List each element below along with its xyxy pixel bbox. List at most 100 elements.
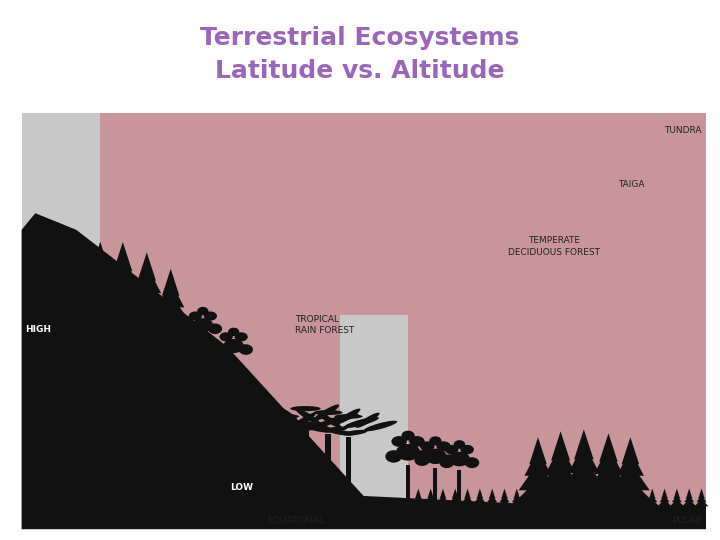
Ellipse shape bbox=[441, 454, 456, 466]
Polygon shape bbox=[561, 495, 571, 502]
Ellipse shape bbox=[189, 312, 202, 321]
Bar bbox=[516, 503, 518, 507]
Text: TROPICAL
RAIN FOREST: TROPICAL RAIN FOREST bbox=[295, 315, 355, 335]
Polygon shape bbox=[682, 499, 696, 507]
Polygon shape bbox=[638, 489, 642, 496]
Bar bbox=[292, 286, 456, 529]
Bar bbox=[701, 503, 702, 507]
Polygon shape bbox=[538, 492, 545, 498]
Bar bbox=[227, 217, 582, 529]
Polygon shape bbox=[510, 499, 524, 507]
Polygon shape bbox=[613, 489, 618, 496]
Ellipse shape bbox=[454, 440, 465, 449]
Bar bbox=[457, 470, 462, 507]
Bar bbox=[155, 161, 651, 529]
Ellipse shape bbox=[364, 421, 397, 431]
Text: Terrestrial Ecosystems: Terrestrial Ecosystems bbox=[200, 26, 520, 50]
Polygon shape bbox=[527, 489, 531, 496]
Bar bbox=[541, 503, 542, 507]
Polygon shape bbox=[695, 499, 708, 507]
Polygon shape bbox=[536, 495, 546, 502]
Polygon shape bbox=[569, 443, 599, 472]
Ellipse shape bbox=[254, 413, 278, 428]
Ellipse shape bbox=[409, 436, 425, 447]
Ellipse shape bbox=[322, 413, 359, 425]
Bar bbox=[201, 336, 204, 371]
Polygon shape bbox=[461, 499, 474, 507]
Polygon shape bbox=[22, 213, 706, 529]
Ellipse shape bbox=[277, 417, 312, 428]
Polygon shape bbox=[426, 495, 436, 502]
Bar bbox=[606, 495, 611, 507]
Ellipse shape bbox=[335, 414, 363, 419]
Ellipse shape bbox=[279, 430, 304, 436]
Polygon shape bbox=[81, 266, 119, 293]
Bar bbox=[144, 314, 149, 326]
Polygon shape bbox=[611, 463, 649, 490]
Bar bbox=[292, 286, 456, 529]
Ellipse shape bbox=[236, 421, 270, 431]
Bar bbox=[688, 503, 690, 507]
Polygon shape bbox=[699, 489, 703, 496]
Polygon shape bbox=[513, 492, 521, 498]
Polygon shape bbox=[657, 499, 672, 507]
Polygon shape bbox=[411, 499, 426, 507]
Polygon shape bbox=[539, 459, 582, 489]
Bar bbox=[227, 217, 582, 529]
Polygon shape bbox=[490, 489, 495, 496]
Bar bbox=[100, 113, 706, 529]
Polygon shape bbox=[453, 489, 457, 496]
Bar bbox=[504, 503, 505, 507]
Polygon shape bbox=[599, 433, 618, 462]
Polygon shape bbox=[574, 429, 593, 460]
Ellipse shape bbox=[285, 423, 312, 429]
Polygon shape bbox=[413, 495, 423, 502]
Bar bbox=[433, 468, 438, 507]
Polygon shape bbox=[511, 478, 565, 507]
Polygon shape bbox=[449, 499, 462, 507]
Ellipse shape bbox=[420, 441, 434, 451]
Ellipse shape bbox=[336, 409, 361, 424]
Bar bbox=[664, 503, 665, 507]
Polygon shape bbox=[611, 495, 621, 502]
Bar bbox=[302, 431, 308, 507]
Ellipse shape bbox=[239, 345, 253, 355]
Bar bbox=[168, 327, 173, 338]
Polygon shape bbox=[596, 499, 610, 507]
Ellipse shape bbox=[424, 449, 446, 464]
Polygon shape bbox=[603, 478, 657, 507]
Bar bbox=[155, 161, 651, 529]
Ellipse shape bbox=[322, 427, 348, 433]
Bar bbox=[676, 503, 678, 507]
Polygon shape bbox=[635, 495, 645, 502]
Polygon shape bbox=[612, 492, 618, 498]
Polygon shape bbox=[562, 458, 606, 489]
Bar bbox=[340, 315, 408, 529]
Polygon shape bbox=[621, 437, 639, 464]
Polygon shape bbox=[423, 499, 438, 507]
Polygon shape bbox=[559, 499, 573, 507]
Ellipse shape bbox=[300, 421, 333, 431]
Polygon shape bbox=[415, 492, 422, 498]
Bar bbox=[565, 503, 567, 507]
Polygon shape bbox=[498, 499, 511, 507]
Ellipse shape bbox=[313, 410, 343, 415]
Polygon shape bbox=[687, 489, 691, 496]
Ellipse shape bbox=[402, 431, 415, 441]
Polygon shape bbox=[636, 492, 644, 498]
Ellipse shape bbox=[235, 332, 248, 341]
Polygon shape bbox=[546, 499, 561, 507]
Polygon shape bbox=[526, 492, 533, 498]
Polygon shape bbox=[74, 282, 127, 309]
Ellipse shape bbox=[215, 345, 228, 355]
Ellipse shape bbox=[253, 413, 289, 425]
Polygon shape bbox=[162, 269, 179, 296]
Polygon shape bbox=[515, 489, 519, 496]
Ellipse shape bbox=[192, 318, 213, 332]
Polygon shape bbox=[696, 495, 706, 502]
Text: TEMPERATE
DECIDUOUS FOREST: TEMPERATE DECIDUOUS FOREST bbox=[508, 237, 600, 256]
Ellipse shape bbox=[184, 323, 198, 334]
Bar bbox=[430, 503, 431, 507]
Polygon shape bbox=[428, 489, 433, 496]
Ellipse shape bbox=[330, 430, 355, 436]
